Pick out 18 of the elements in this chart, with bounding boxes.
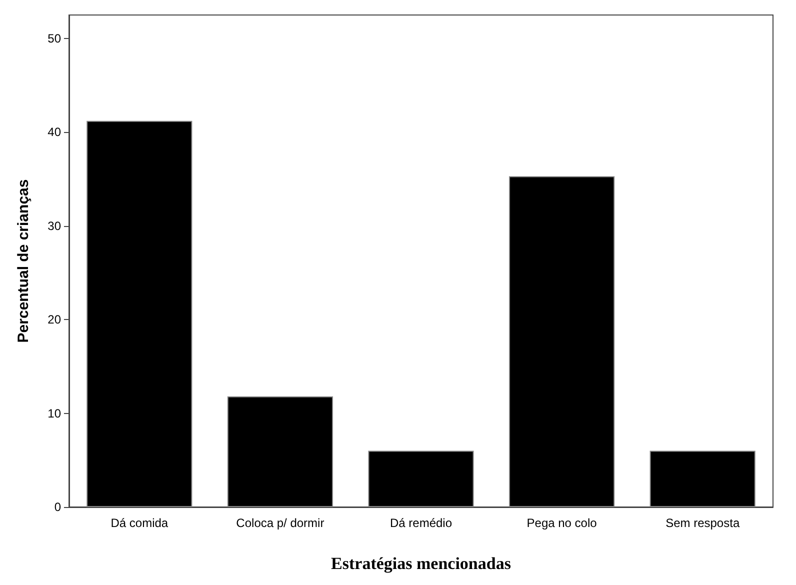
x-tick-label: Pega no colo	[526, 516, 598, 530]
y-tick-label: 20	[48, 312, 62, 327]
bar	[227, 396, 333, 507]
bar	[509, 176, 615, 507]
x-axis-title: Estratégias mencionadas	[331, 554, 512, 573]
y-tick-label: 0	[54, 500, 62, 514]
bar	[650, 450, 756, 507]
y-tick-label: 30	[48, 218, 62, 233]
x-tick-label: Sem resposta	[666, 516, 740, 530]
x-tick-label: Coloca p/ dormir	[236, 516, 324, 530]
x-tick-label: Dá comida	[110, 516, 168, 530]
bar	[368, 450, 474, 507]
y-axis-title: Percentual de crianças	[15, 179, 32, 343]
y-tick-label: 50	[48, 31, 62, 46]
y-tick-label: 10	[48, 406, 62, 420]
x-tick-label: Dá remédio	[390, 516, 452, 530]
bar	[86, 120, 192, 507]
y-tick-label: 40	[48, 125, 62, 140]
